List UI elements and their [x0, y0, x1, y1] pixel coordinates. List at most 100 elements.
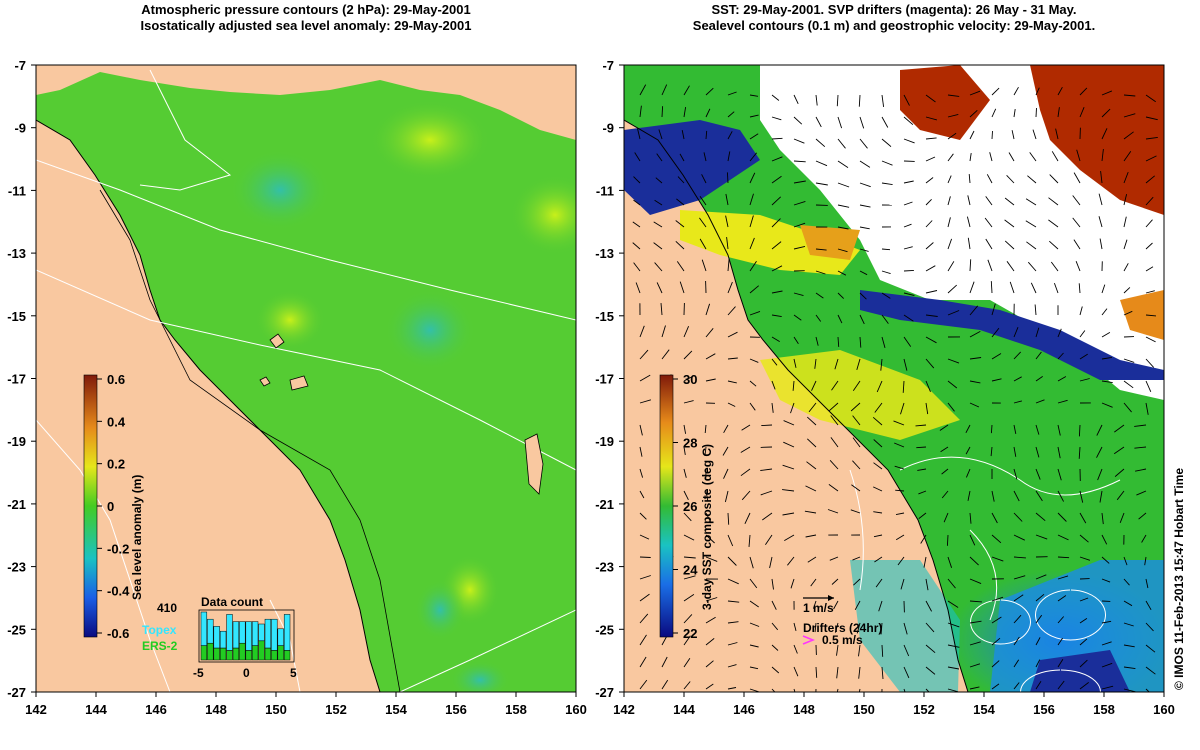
velocity-vector: [815, 182, 828, 186]
velocity-vector: [1101, 149, 1104, 162]
velocity-vector: [903, 688, 906, 692]
velocity-vector: [1145, 644, 1156, 653]
velocity-vector: [1013, 400, 1023, 404]
velocity-vector: [760, 490, 773, 496]
sla-colorbar-ticks: 0.6 0.4 0.2 0 -0.2 -0.4 -0.6: [97, 372, 130, 641]
velocity-vector: [679, 153, 685, 162]
velocity-scale-label: 1 m/s: [803, 601, 834, 615]
data-count-tick-5: 5: [290, 666, 297, 680]
velocity-vector: [1144, 556, 1147, 566]
velocity-vector: [903, 269, 914, 272]
velocity-vector: [1145, 688, 1150, 692]
velocity-vector: [1079, 378, 1090, 382]
velocity-vector: [837, 270, 847, 276]
velocity-vector: [1034, 304, 1037, 316]
velocity-vector: [873, 439, 883, 448]
velocity-vector: [1123, 263, 1129, 272]
velocity-vector: [1099, 238, 1103, 250]
velocity-vector: [1006, 261, 1015, 272]
velocity-vector: [991, 512, 998, 524]
topex-count-bar: [271, 618, 278, 651]
velocity-vector: [806, 438, 817, 448]
right-cold-band: [624, 120, 760, 215]
velocity-vector: [969, 109, 978, 118]
velocity-vector: [903, 622, 908, 635]
sst-map: [624, 65, 1164, 692]
left-axis-labels: 142 144 146 148 150 152 154 156 158 160 -7 -9 -11 -13…: [7, 58, 587, 717]
velocity-vector: [723, 468, 729, 479]
velocity-vector: [639, 490, 645, 499]
velocity-vector: [1057, 658, 1064, 668]
velocity-vector: [1145, 116, 1158, 121]
velocity-vector: [969, 305, 979, 316]
velocity-vector: [1123, 578, 1130, 586]
velocity-vector: [1079, 107, 1085, 118]
velocity-vector: [1048, 219, 1059, 228]
velocity-vector: [793, 222, 806, 228]
velocity-vector: [1078, 446, 1081, 459]
velocity-vector: [1011, 130, 1015, 140]
velocity-vector: [727, 512, 730, 525]
velocity-vector: [1030, 282, 1037, 294]
velocity-vector: [837, 314, 843, 324]
velocity-vector: [1079, 87, 1088, 96]
ers2-count-bar: [251, 645, 259, 661]
velocity-vector: [1057, 352, 1064, 360]
velocity-vector: [969, 153, 972, 162]
velocity-vector: [1097, 468, 1103, 481]
velocity-vector: [925, 242, 934, 250]
velocity-vector: [1032, 129, 1037, 140]
velocity-vector: [1013, 614, 1022, 624]
left-papua-coast: [36, 65, 576, 140]
velocity-vector: [925, 156, 936, 162]
sla-colorbar-label: Sea level anomaly (m): [130, 475, 144, 600]
sst-colorbar-ticks: 30 28 26 24 22: [673, 372, 698, 641]
drifter-scale-arrow: [802, 635, 816, 645]
velocity-vector: [1055, 128, 1059, 140]
topex-count-bar: [200, 611, 208, 646]
velocity-vector: [852, 437, 861, 448]
velocity-vector: [727, 380, 737, 384]
topex-count-bar: [277, 628, 284, 646]
velocity-vector: [705, 353, 716, 360]
velocity-vector: [1123, 380, 1134, 389]
velocity-vector: [639, 656, 647, 668]
velocity-vector: [1013, 109, 1016, 118]
velocity-vector: [903, 138, 915, 144]
velocity-vector: [1073, 172, 1081, 184]
velocity-vector: [925, 622, 935, 633]
velocity-vector: [1057, 446, 1061, 459]
velocity-vector: [1123, 310, 1133, 316]
right-x-tick-label: 144: [673, 702, 695, 717]
velocity-vector: [1123, 193, 1128, 206]
ers2-count-bar: [271, 650, 278, 661]
velocity-vector: [771, 175, 782, 184]
velocity-vector: [782, 489, 795, 492]
velocity-vector: [748, 534, 751, 547]
left-pressure-contours: [36, 69, 576, 692]
velocity-vector: [683, 512, 692, 522]
velocity-vector: [837, 204, 850, 208]
velocity-vector: [727, 357, 738, 360]
sst-colorbar-label: 3-day SST composite (deg C): [700, 444, 714, 610]
sla-colorbar: [83, 374, 98, 638]
velocity-vector: [876, 380, 883, 393]
velocity-vector: [991, 303, 996, 316]
velocity-vector: [925, 402, 929, 415]
velocity-vector: [881, 292, 891, 299]
velocity-vector: [1145, 622, 1154, 632]
velocity-vector: [837, 226, 849, 230]
velocity-vector: [793, 314, 802, 321]
sst-colorbar-tick-label: 28: [683, 436, 697, 451]
velocity-vector: [1013, 512, 1023, 522]
velocity-vector: [991, 637, 1001, 646]
velocity-vector: [661, 679, 669, 690]
velocity-vector: [725, 215, 729, 228]
velocity-vector: [771, 336, 780, 342]
right-x-tick-label: 156: [1033, 702, 1055, 717]
velocity-vector: [947, 380, 958, 389]
velocity-vector: [1101, 90, 1113, 96]
velocity-vector: [727, 600, 740, 603]
velocity-vector: [834, 358, 839, 370]
velocity-vector: [727, 402, 736, 407]
